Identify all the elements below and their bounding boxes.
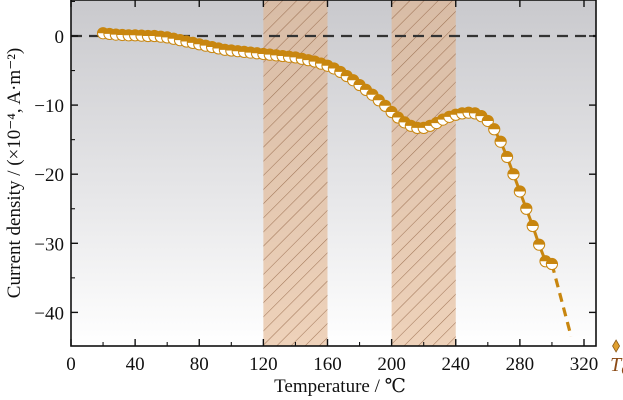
data-point [513, 185, 526, 198]
data-point [507, 168, 520, 181]
data-point [372, 94, 385, 107]
data-series [96, 27, 573, 337]
x-tick-label: 200 [377, 354, 406, 375]
y-tick-label: 0 [55, 27, 65, 48]
data-point [500, 150, 514, 164]
x-tick-label: 40 [126, 354, 145, 375]
x-tick-label: 280 [506, 354, 535, 375]
curie-label: TC [610, 354, 623, 379]
data-point [545, 257, 559, 271]
curie-temperature-marker: TC [610, 339, 623, 379]
data-point [494, 135, 507, 148]
y-axis-title: Current density / (×10⁻⁴, A·m⁻²) [4, 48, 25, 298]
data-point [481, 114, 494, 128]
curie-diamond [612, 339, 621, 353]
plot-frame [70, 0, 597, 347]
series-dashed-extension [550, 263, 573, 337]
y-axis-ticks: 0 −10 −20 −30 −40 [34, 0, 596, 324]
x-axis-ticks: 0 40 80 120 160 200 240 280 320 [66, 0, 598, 375]
data-point [533, 238, 546, 251]
x-axis-title: Temperature / ℃ [274, 376, 406, 397]
y-tick-label: −40 [34, 303, 64, 324]
x-tick-label: 320 [570, 354, 599, 375]
x-tick-label: 160 [313, 354, 342, 375]
x-tick-label: 0 [66, 354, 76, 375]
shaded-region-hatch-2 [391, 0, 456, 346]
x-tick-label: 80 [190, 354, 209, 375]
y-tick-label: −10 [34, 96, 64, 117]
x-tick-label: 120 [249, 354, 278, 375]
data-point [526, 219, 539, 233]
y-tick-label: −20 [34, 165, 64, 186]
data-point [488, 123, 501, 136]
y-tick-label: −30 [34, 234, 64, 255]
x-tick-label: 240 [442, 354, 471, 375]
data-point [520, 202, 533, 215]
